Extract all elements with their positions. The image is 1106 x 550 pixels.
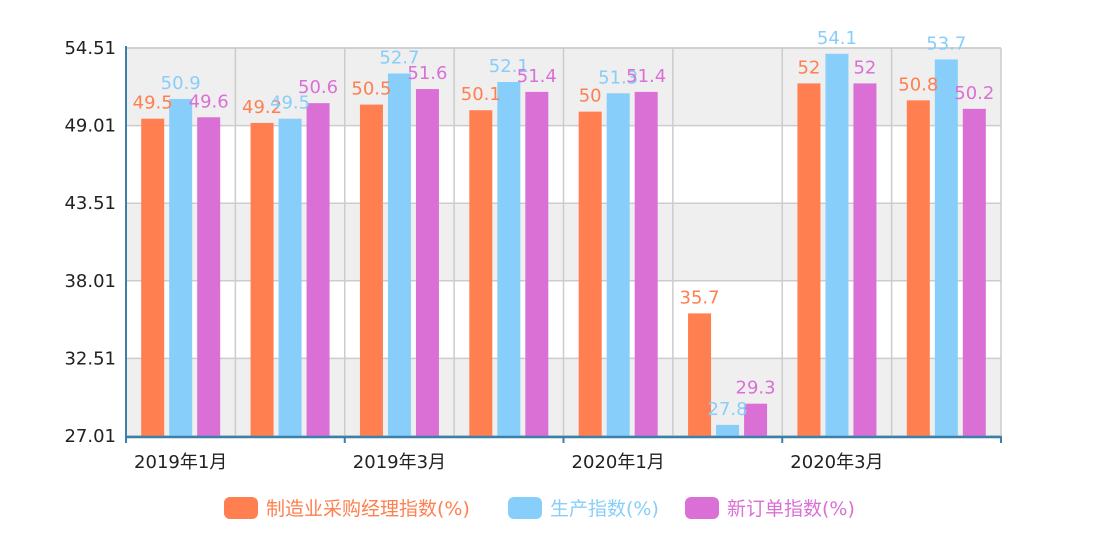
data-label: 50.6 — [298, 77, 338, 98]
data-label: 54.1 — [817, 28, 857, 49]
data-label: 49.5 — [133, 93, 173, 114]
bar — [853, 83, 877, 436]
bar — [525, 91, 549, 436]
data-label: 51.3 — [598, 67, 638, 88]
bar — [797, 83, 821, 436]
legend-swatch — [508, 497, 542, 519]
data-labels: 49.5 49.250.5 50.1 5035.75250.850.949.552.7… — [133, 28, 995, 420]
bar — [306, 103, 330, 437]
data-label: 50 — [579, 86, 602, 107]
data-label: 27.8 — [708, 399, 748, 420]
bar — [906, 100, 930, 436]
x-tick-label: 2019年3月 — [353, 452, 446, 473]
bar — [634, 91, 658, 436]
bar — [169, 98, 193, 437]
bar — [469, 110, 493, 436]
axes — [125, 46, 1002, 443]
bar — [141, 118, 165, 436]
data-label: 35.7 — [680, 287, 720, 308]
data-label: 50.8 — [898, 74, 938, 95]
data-label: 51.6 — [407, 63, 447, 84]
x-axis-labels: 2019年1月 2019年3月 2020年1月 2020年3月 — [134, 452, 884, 473]
bar — [359, 104, 383, 436]
data-label: 50.5 — [351, 79, 391, 100]
data-label: 49.2 — [242, 97, 282, 118]
bar — [578, 111, 602, 437]
bar — [825, 53, 849, 436]
y-tick-label: 38.01 — [64, 271, 116, 292]
data-label: 53.7 — [926, 33, 966, 54]
legend-label: 生产指数(%) — [550, 498, 659, 520]
data-label: 51.4 — [626, 66, 666, 87]
y-axis-labels: 27.01 32.51 38.01 43.51 49.01 54.51 — [64, 38, 116, 447]
x-tick-label: 2020年1月 — [572, 452, 665, 473]
bar — [962, 108, 986, 436]
bar — [606, 93, 630, 436]
legend-label: 新订单指数(%) — [727, 498, 855, 520]
bar — [716, 424, 740, 436]
data-label: 49.6 — [189, 91, 229, 112]
bar — [934, 59, 958, 436]
bar — [197, 117, 221, 436]
bar — [497, 82, 521, 437]
legend-swatch — [224, 497, 258, 519]
x-tick-label: 2019年1月 — [134, 452, 227, 473]
data-label: 51.4 — [517, 66, 557, 87]
data-label: 52.1 — [489, 56, 529, 77]
bar — [387, 73, 411, 437]
bar — [415, 89, 439, 436]
data-label: 50.2 — [954, 83, 994, 104]
x-tick-label: 2020年3月 — [790, 452, 883, 473]
data-label: 29.3 — [736, 378, 776, 399]
bar — [250, 122, 274, 436]
legend-label: 制造业采购经理指数(%) — [266, 498, 470, 520]
data-label: 52 — [853, 57, 876, 78]
y-tick-label: 27.01 — [64, 426, 116, 447]
data-label: 49.5 — [270, 93, 310, 114]
y-tick-label: 32.51 — [64, 348, 116, 369]
bar — [688, 313, 712, 436]
legend: 制造业采购经理指数(%) 生产指数(%) 新订单指数(%) — [224, 497, 855, 520]
bar — [744, 403, 768, 436]
bars — [141, 53, 986, 437]
legend-swatch — [685, 497, 719, 519]
bar — [278, 118, 302, 436]
data-label: 50.9 — [161, 73, 201, 94]
data-label: 50.1 — [461, 84, 501, 105]
data-label: 52 — [797, 57, 820, 78]
y-tick-label: 43.51 — [64, 193, 116, 214]
y-tick-label: 54.51 — [64, 38, 116, 59]
data-label: 52.7 — [379, 48, 419, 69]
y-tick-label: 49.01 — [64, 116, 116, 137]
